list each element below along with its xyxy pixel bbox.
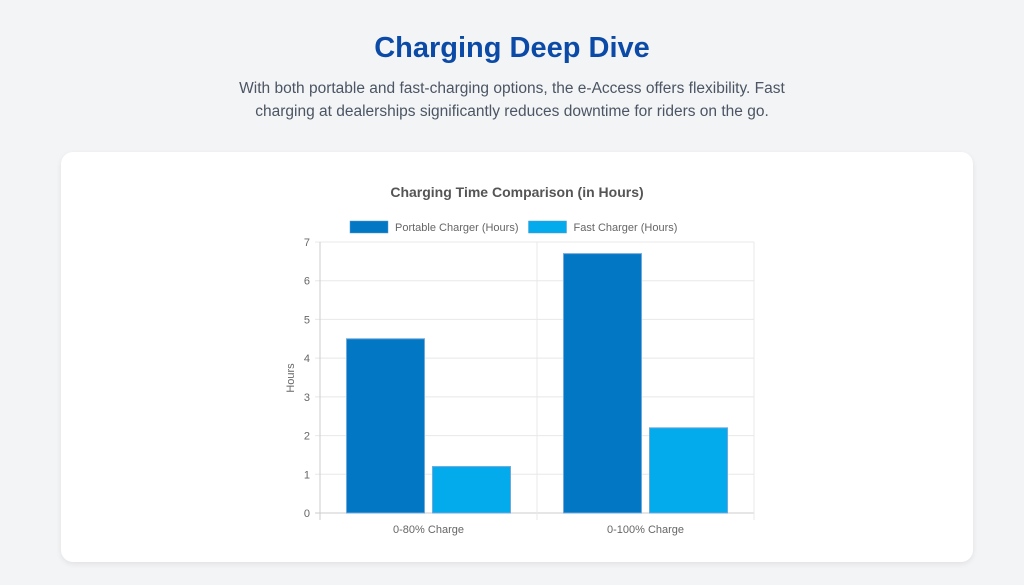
bar-fast [432,466,511,514]
y-tick-label: 3 [304,392,310,404]
bar-fast [649,427,728,514]
legend-swatch [349,220,389,234]
y-tick-label: 2 [304,431,310,443]
y-axis-label: Hours [285,363,297,393]
page-title: Charging Deep Dive [374,32,650,64]
y-tick-label: 1 [304,469,310,481]
chart-card [61,152,973,562]
y-tick-label: 0 [304,508,310,520]
legend-label: Portable Charger (Hours) [395,222,519,234]
page-subtitle: With both portable and fast-charging opt… [239,80,785,120]
bar-portable [346,338,425,514]
legend-label: Fast Charger (Hours) [574,222,678,234]
y-tick-label: 4 [304,353,310,365]
bar-portable [563,253,642,514]
y-tick-label: 7 [304,237,310,249]
x-tick-label: 0-100% Charge [607,524,684,536]
legend-swatch [528,220,567,234]
chart-title: Charging Time Comparison (in Hours) [390,184,643,200]
y-tick-label: 5 [304,314,310,326]
y-tick-label: 6 [304,276,310,288]
x-tick-label: 0-80% Charge [393,524,464,536]
